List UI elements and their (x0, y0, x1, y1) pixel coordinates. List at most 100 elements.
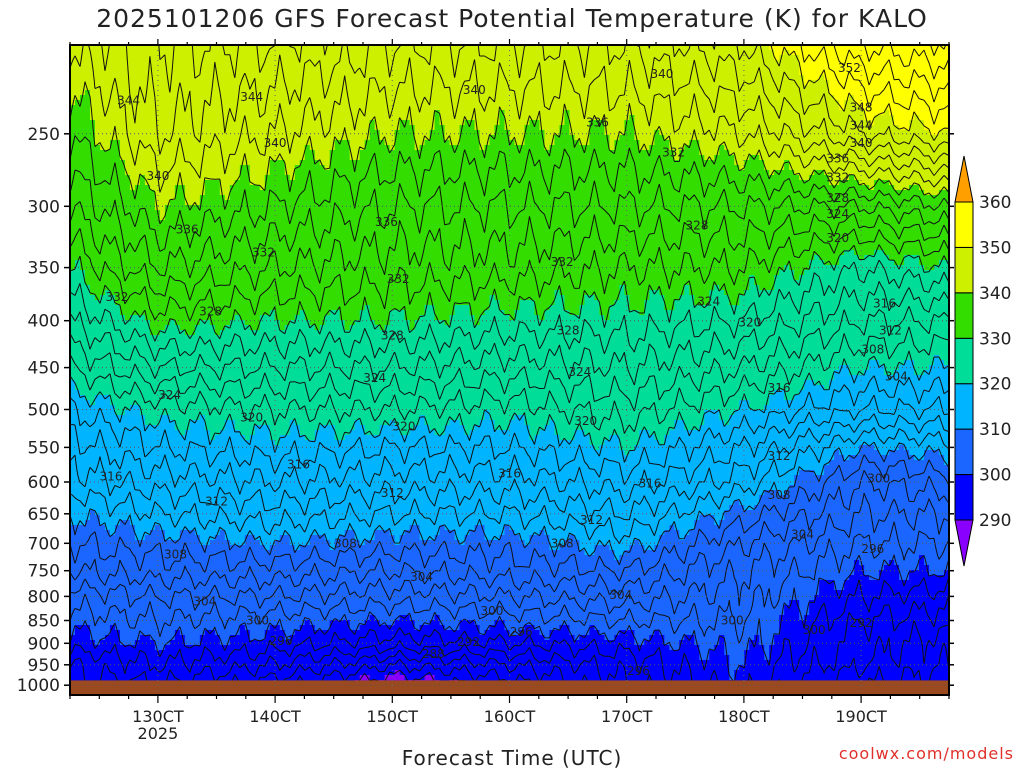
contour-fill-cell (70, 45, 770, 51)
contour-fill-cell (70, 210, 161, 216)
contour-fill-cell (839, 260, 895, 266)
contour-fill-cell (699, 645, 715, 651)
contour-fill-cell (799, 55, 949, 61)
contour-fill-cell (70, 200, 156, 206)
contour-fill-cell (79, 265, 785, 271)
contour-fill-cell (854, 565, 865, 571)
contour-fill-cell (444, 625, 461, 631)
contour-label: 308 (551, 536, 574, 550)
contour-fill-cell (359, 420, 391, 426)
credit-link[interactable]: coolwx.com/models (838, 744, 1014, 763)
contour-fill-cell (374, 530, 391, 536)
contour-fill-cell (854, 100, 949, 106)
contour-fill-cell (824, 385, 830, 391)
contour-fill-cell (589, 125, 605, 131)
contour-fill-cell (534, 310, 546, 316)
contour-fill-cell (229, 540, 246, 546)
contour-label: 336 (176, 223, 199, 237)
contour-fill-cell (70, 105, 91, 111)
contour-fill-cell (349, 155, 361, 161)
contour-fill-cell (269, 425, 291, 431)
contour-fill-cell (679, 530, 690, 536)
contour-fill-cell (879, 360, 905, 366)
contour-fill-cell (489, 415, 516, 421)
contour-fill-cell (799, 610, 810, 616)
contour-fill-cell (589, 625, 595, 631)
contour-fill-cell (789, 600, 800, 606)
contour-fill-cell (139, 175, 146, 181)
contour-fill-cell (554, 425, 675, 431)
contour-fill-cell (154, 190, 176, 196)
contour-fill-cell (529, 535, 551, 541)
contour-fill-cell (354, 420, 361, 426)
contour-fill-cell (114, 530, 136, 536)
contour-fill-cell (569, 130, 591, 136)
contour-fill-cell (834, 95, 850, 101)
contour-fill-cell (294, 420, 356, 426)
contour-fill-cell (749, 405, 765, 411)
contour-fill-cell (449, 315, 476, 321)
contour-label: 336 (826, 151, 849, 165)
contour-fill-cell (929, 570, 945, 576)
contour-fill-cell (659, 290, 685, 296)
contour-fill-cell (624, 450, 630, 456)
contour-fill-cell (184, 200, 201, 206)
contour-fill-cell (764, 165, 785, 171)
contour-fill-cell (784, 390, 800, 396)
contour-fill-cell (814, 380, 830, 386)
contour-fill-cell (484, 535, 501, 541)
contour-fill-cell (70, 340, 949, 346)
contour-fill-cell (519, 300, 536, 306)
contour-fill-cell (344, 435, 531, 441)
contour-fill-cell (84, 90, 91, 96)
contour-fill-cell (869, 360, 880, 366)
contour-fill-cell (364, 430, 381, 436)
contour-fill-cell (194, 530, 221, 536)
contour-fill-cell (919, 255, 949, 261)
contour-fill-cell (94, 120, 371, 126)
contour-fill-cell (654, 435, 665, 441)
contour-fill-cell (874, 185, 895, 191)
contour-fill-cell (924, 190, 940, 196)
contour-fill-cell (784, 165, 790, 171)
contour-fill-cell (79, 95, 91, 101)
contour-fill-cell (664, 640, 680, 646)
contour-fill-cell (549, 535, 571, 541)
contour-fill-cell (70, 405, 116, 411)
contour-fill-cell (444, 135, 461, 141)
contour-fill-cell (284, 160, 301, 166)
contour-fill-cell (834, 585, 845, 591)
contour-fill-cell (559, 290, 620, 296)
contour-fill-cell (70, 635, 91, 641)
contour-fill-cell (274, 310, 301, 316)
contour-fill-cell (144, 315, 236, 321)
contour-fill-cell (559, 625, 571, 631)
contour-fill-cell (604, 440, 620, 446)
contour-fill-cell (489, 135, 511, 141)
contour-fill-cell (369, 675, 386, 681)
contour-fill-cell (70, 110, 91, 116)
contour-fill-cell (679, 155, 705, 161)
contour-fill-cell (729, 150, 949, 156)
contour-fill-cell (414, 320, 446, 326)
contour-fill-cell (849, 575, 870, 581)
contour-fill-cell (479, 140, 491, 146)
contour-fill-cell (589, 130, 605, 136)
contour-fill-cell (314, 430, 336, 436)
contour-fill-cell (804, 270, 949, 276)
contour-fill-cell (149, 185, 176, 191)
contour-fill-cell (914, 365, 930, 371)
contour-fill-cell (629, 300, 645, 306)
contour-fill-cell (369, 125, 376, 131)
contour-fill-cell (464, 535, 486, 541)
contour-fill-cell (544, 425, 556, 431)
contour-fill-cell (119, 630, 176, 636)
contour-fill-cell (369, 130, 381, 136)
contour-fill-cell (70, 650, 700, 656)
contour-fill-cell (234, 315, 241, 321)
contour-fill-cell (584, 550, 595, 556)
contour-fill-cell (169, 415, 201, 421)
contour-fill-cell (94, 400, 111, 406)
contour-fill-cell (164, 645, 670, 651)
contour-fill-cell (739, 300, 949, 306)
